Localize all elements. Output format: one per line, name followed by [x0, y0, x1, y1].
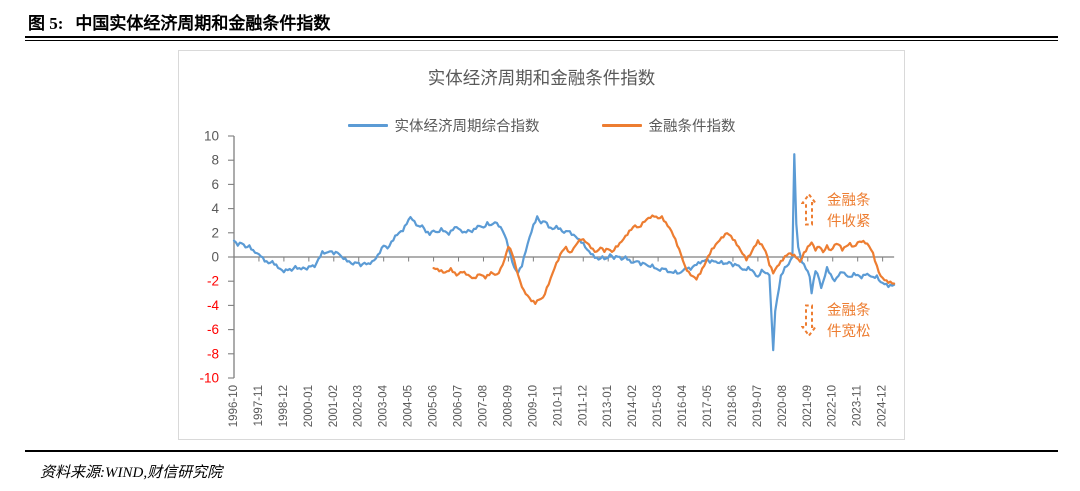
annotation-financial-tightening: 金融条件收紧	[801, 191, 871, 233]
x-tick-label: 2009-10	[527, 385, 539, 427]
series-line-financial-conditions	[432, 214, 896, 305]
x-tick-label: 2017-05	[702, 385, 714, 427]
x-tick-label: 2006-07	[453, 385, 465, 427]
y-tick-label: -10	[199, 371, 219, 386]
legend-label-real-economy: 实体经济周期综合指数	[394, 119, 540, 135]
x-tick-label: 2022-10	[827, 385, 839, 427]
x-tick-label: 1998-12	[278, 385, 290, 427]
y-tick-label: 4	[211, 201, 219, 216]
y-tick-label: -8	[207, 346, 219, 361]
x-tick-label: 2001-02	[328, 385, 340, 427]
legend-label-financial-conditions: 金融条件指数	[648, 119, 736, 135]
x-tick-label: 2021-09	[802, 385, 814, 427]
x-tick-label: 1997-11	[253, 385, 265, 426]
figure-label: 图 5:	[28, 14, 64, 33]
x-tick-label: 2020-08	[777, 385, 789, 427]
annotation-loosening-label: 金融条件宽松	[827, 303, 871, 341]
x-tick-label: 2013-01	[602, 385, 614, 427]
x-tick-label: 2000-01	[303, 385, 315, 427]
chart-legend: 实体经济周期综合指数 金融条件指数	[179, 115, 904, 136]
y-tick-label: -4	[207, 298, 219, 313]
y-tick-label: 8	[211, 153, 219, 168]
y-tick-label: 10	[204, 129, 219, 144]
annotation-financial-loosening: 金融条件宽松	[801, 301, 871, 343]
x-tick-label: 2003-04	[378, 384, 390, 427]
y-tick-label: 2	[211, 225, 219, 240]
legend-item-real-economy: 实体经济周期综合指数	[347, 115, 540, 136]
figure-caption: 图 5: 中国实体经济周期和金融条件指数	[28, 9, 330, 34]
caption-rule	[25, 36, 1058, 41]
x-tick-label: 2018-06	[727, 385, 739, 427]
x-tick-label: 2004-05	[403, 385, 415, 427]
orange-line-swatch	[601, 124, 642, 127]
figure-title: 中国实体经济周期和金融条件指数	[75, 14, 331, 33]
source-note: 资料来源:WIND,财信研究院	[40, 465, 223, 481]
line-chart: 10 8 6 4 2 0 -2 -4 -6 -8 -10 1996-10 1997-11 1998-12 2…	[199, 129, 896, 427]
dashed-down-arrow-icon	[801, 304, 817, 337]
x-tick-label: 2011-12	[577, 385, 589, 426]
y-tick-label: -2	[207, 274, 219, 289]
y-tick-label: 6	[211, 177, 219, 192]
annotation-tightening-label: 金融条件收紧	[827, 193, 871, 231]
x-tick-label: 2005-06	[428, 385, 440, 427]
chart-title: 实体经济周期和金融条件指数	[427, 68, 656, 88]
x-tick-label: 2015-03	[652, 385, 664, 427]
footer-rule	[25, 450, 1058, 452]
x-tick-label: 2023-11	[852, 385, 864, 426]
y-tick-label: 0	[211, 250, 219, 265]
series-line-real-economy	[232, 153, 896, 352]
x-tick-label: 2019-07	[752, 385, 764, 427]
dashed-up-arrow-icon	[801, 193, 817, 226]
x-tick-label: 2008-09	[502, 385, 514, 427]
x-tick-label: 2007-08	[477, 385, 489, 427]
x-tick-label: 2016-04	[677, 384, 689, 427]
x-tick-label: 2024-12	[877, 385, 889, 427]
blue-line-swatch	[347, 124, 388, 127]
x-tick-label: 2014-02	[627, 385, 639, 427]
x-tick-label: 1996-10	[228, 385, 240, 427]
x-tick-label: 2010-11	[552, 385, 564, 426]
y-tick-label: -6	[207, 322, 219, 337]
chart-frame: 实体经济周期和金融条件指数 实体经济周期综合指数 金融条件指数 10 8 6 4 2 0 -…	[178, 50, 905, 440]
legend-item-financial-conditions: 金融条件指数	[601, 115, 736, 136]
x-tick-label: 2002-03	[353, 385, 365, 427]
